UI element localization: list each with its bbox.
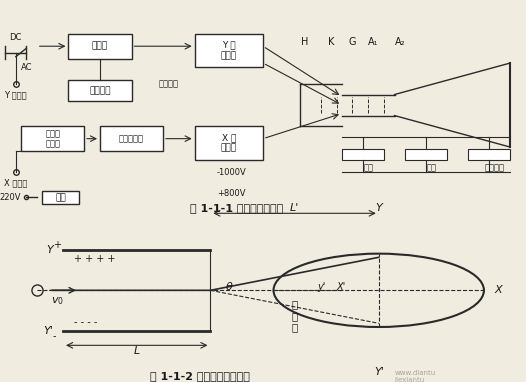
Text: +800V: +800V	[217, 189, 246, 198]
Text: 校正信号: 校正信号	[89, 86, 110, 95]
Text: Y 轴输入: Y 轴输入	[4, 90, 27, 99]
Text: -1000V: -1000V	[217, 168, 246, 177]
Text: -: -	[53, 331, 56, 341]
Text: A₂: A₂	[394, 37, 405, 47]
Text: 聚焦: 聚焦	[426, 163, 437, 173]
Text: A₁: A₁	[368, 37, 379, 47]
Text: Y': Y'	[374, 367, 383, 377]
Bar	[405, 149, 447, 160]
Text: Y': Y'	[43, 326, 53, 336]
Bar	[342, 149, 384, 160]
Text: H: H	[301, 37, 309, 47]
Text: DC: DC	[9, 33, 22, 42]
Text: AC: AC	[21, 63, 32, 72]
Text: 荧
光
屏: 荧 光 屏	[291, 299, 298, 333]
Text: +: +	[53, 240, 60, 250]
FancyBboxPatch shape	[68, 34, 132, 59]
Text: L: L	[134, 346, 140, 356]
Bar	[468, 149, 510, 160]
Text: 衰减器: 衰减器	[92, 42, 108, 51]
Text: - - - -: - - - -	[74, 317, 97, 327]
Text: Y 轴
放大器: Y 轴 放大器	[221, 41, 237, 60]
Text: 电源: 电源	[55, 193, 66, 202]
Text: L': L'	[290, 203, 299, 213]
FancyBboxPatch shape	[195, 126, 263, 160]
Text: 亮度: 亮度	[363, 163, 373, 173]
Text: + + + +: + + + +	[74, 254, 115, 264]
Text: X 轴输入: X 轴输入	[4, 178, 27, 187]
Text: 同步信号: 同步信号	[158, 79, 178, 89]
Text: 扫描发生器: 扫描发生器	[119, 134, 144, 143]
Text: y': y'	[318, 282, 326, 291]
Text: θ: θ	[226, 282, 233, 291]
Text: Y: Y	[376, 203, 382, 213]
Text: X': X'	[337, 282, 346, 291]
FancyBboxPatch shape	[68, 80, 132, 101]
FancyBboxPatch shape	[100, 126, 163, 151]
Text: 图 1-1-1 示波器电路框图: 图 1-1-1 示波器电路框图	[190, 203, 284, 213]
Text: Y: Y	[46, 245, 53, 255]
FancyBboxPatch shape	[21, 126, 84, 151]
FancyBboxPatch shape	[42, 191, 79, 204]
Text: 扫描速
度调整: 扫描速 度调整	[45, 129, 60, 148]
Text: X 轴
放大器: X 轴 放大器	[221, 133, 237, 152]
Text: 220V: 220V	[0, 193, 21, 202]
FancyBboxPatch shape	[195, 34, 263, 67]
Text: X: X	[494, 285, 502, 295]
Text: $v_0$: $v_0$	[52, 295, 64, 307]
Text: G: G	[349, 37, 356, 47]
Text: www.diantu
jlexiantu: www.diantu jlexiantu	[394, 370, 436, 382]
Text: K: K	[328, 37, 335, 47]
Text: 辅助聚焦: 辅助聚焦	[484, 163, 504, 173]
Text: 图 1-1-2 示波器工作原理图: 图 1-1-2 示波器工作原理图	[150, 372, 250, 382]
